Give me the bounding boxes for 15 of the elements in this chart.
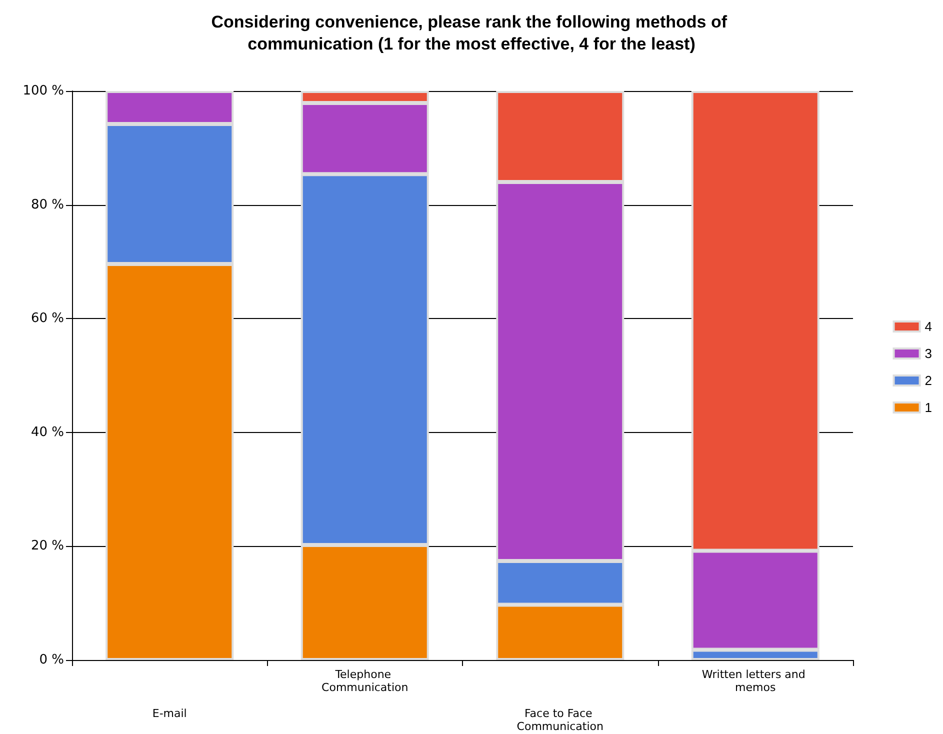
y-tick-label: 20 % (30, 538, 64, 554)
x-tick-label: Telephone Communication (322, 668, 408, 694)
legend-label: 2 (924, 373, 932, 388)
y-tick-label: 100 % (22, 84, 64, 98)
x-tick-label: Written letters and memos (702, 668, 809, 694)
y-tick-label: 0 % (39, 652, 64, 668)
y-tick-label: 80 % (30, 197, 64, 212)
x-tick-label: E-mail (152, 707, 187, 720)
y-tick-label: 40 % (30, 424, 64, 440)
x-tick-label: Face to Face Communication (516, 707, 604, 733)
chart-title: Considering convenience, please rank the following methods of communication (1 for the most effective, 4 for the least) (211, 12, 732, 54)
legend-label: 4 (924, 319, 932, 334)
legend-label: 1 (924, 400, 932, 415)
legend-label: 3 (924, 346, 932, 361)
y-tick-label: 60 % (30, 311, 64, 326)
